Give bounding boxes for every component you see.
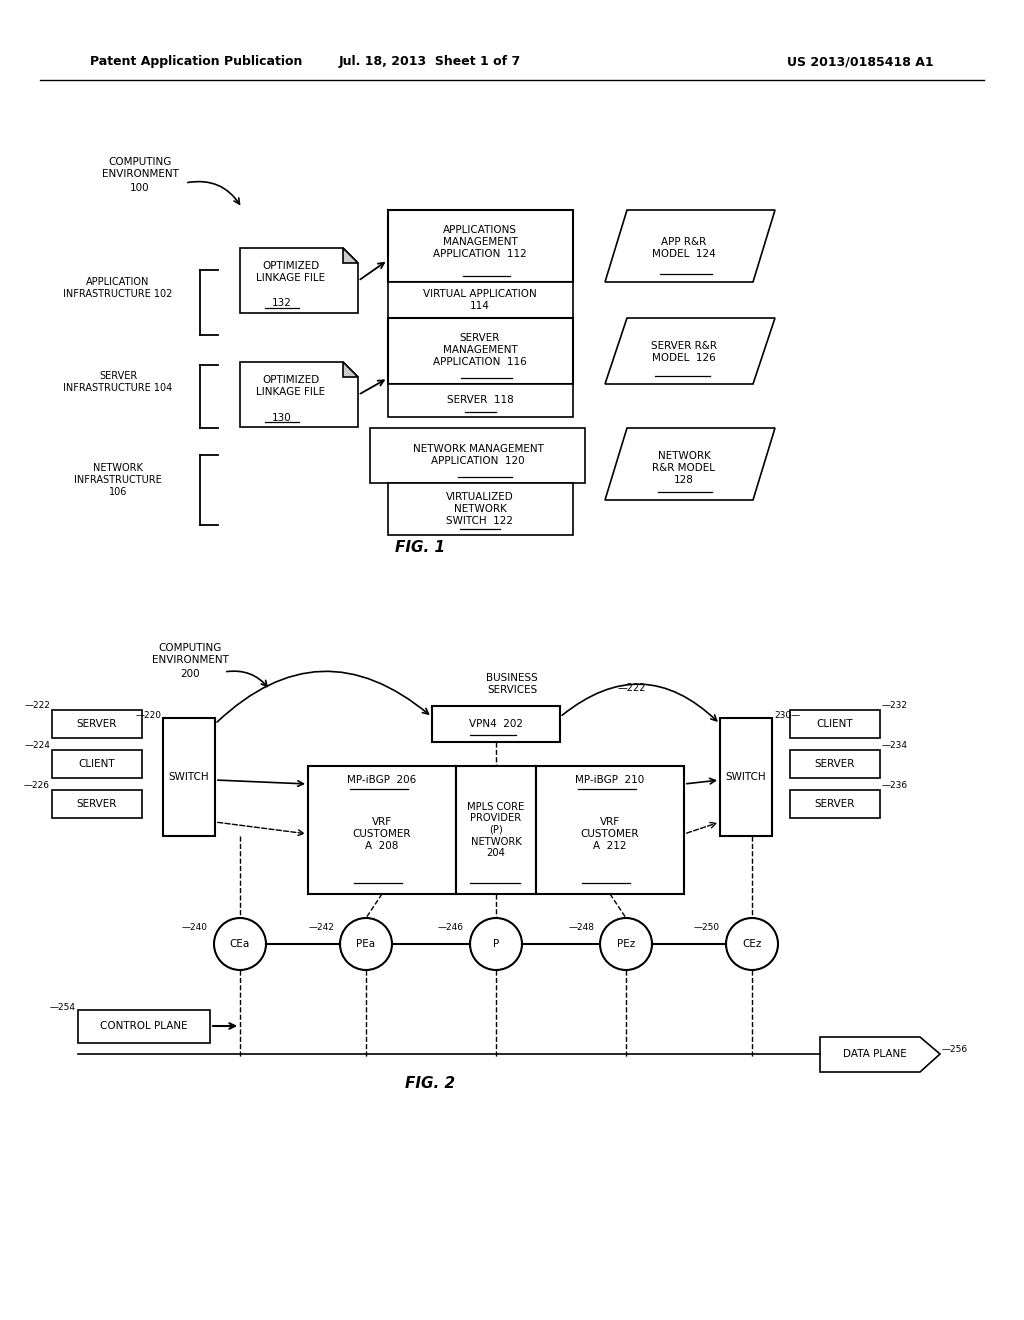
Bar (52, 789, 142, 818)
Polygon shape (820, 1038, 940, 1072)
Text: US 2013/0185418 A1: US 2013/0185418 A1 (786, 55, 933, 69)
Text: NETWORK MANAGEMENT
APPLICATION  120: NETWORK MANAGEMENT APPLICATION 120 (413, 445, 544, 466)
Text: —242: —242 (308, 923, 334, 932)
Text: —250: —250 (694, 923, 720, 932)
Text: 100: 100 (130, 183, 150, 193)
Text: 132: 132 (272, 298, 292, 308)
Bar (720, 718, 772, 836)
Text: —256: —256 (942, 1045, 968, 1055)
Bar (388, 318, 573, 384)
Text: SERVER
INFRASTRUCTURE 104: SERVER INFRASTRUCTURE 104 (63, 371, 173, 393)
Text: VIRTUAL APPLICATION
114: VIRTUAL APPLICATION 114 (423, 289, 537, 310)
Text: COMPUTING
ENVIRONMENT: COMPUTING ENVIRONMENT (152, 643, 228, 665)
Polygon shape (605, 210, 775, 282)
Text: CEz: CEz (742, 939, 762, 949)
Bar (308, 766, 456, 894)
Text: FIG. 1: FIG. 1 (395, 540, 445, 556)
Text: SERVER: SERVER (77, 799, 117, 809)
Text: 200: 200 (180, 669, 200, 678)
Bar (790, 750, 880, 777)
Text: APPLICATION
INFRASTRUCTURE 102: APPLICATION INFRASTRUCTURE 102 (63, 277, 173, 298)
Text: SWITCH: SWITCH (726, 772, 766, 781)
Circle shape (470, 917, 522, 970)
Text: CLIENT: CLIENT (79, 759, 116, 770)
Bar (52, 710, 142, 738)
Bar (432, 706, 560, 742)
Polygon shape (240, 248, 358, 313)
Text: VRF
CUSTOMER
A  208: VRF CUSTOMER A 208 (352, 817, 412, 850)
Bar (163, 718, 215, 836)
Text: DATA PLANE: DATA PLANE (843, 1049, 907, 1059)
Text: —232: —232 (882, 701, 908, 710)
Bar (370, 428, 585, 483)
Text: CONTROL PLANE: CONTROL PLANE (100, 1020, 187, 1031)
Text: SERVER
MANAGEMENT
APPLICATION  116: SERVER MANAGEMENT APPLICATION 116 (433, 334, 527, 367)
Text: Jul. 18, 2013  Sheet 1 of 7: Jul. 18, 2013 Sheet 1 of 7 (339, 55, 521, 69)
Polygon shape (240, 362, 358, 426)
Circle shape (340, 917, 392, 970)
Text: CEa: CEa (229, 939, 250, 949)
Text: —220: —220 (136, 710, 162, 719)
Bar (456, 766, 536, 894)
Circle shape (600, 917, 652, 970)
Text: 230—: 230— (774, 710, 800, 719)
Text: SERVER R&R
MODEL  126: SERVER R&R MODEL 126 (651, 341, 717, 363)
Text: SERVER: SERVER (815, 759, 855, 770)
Text: OPTIMIZED
LINKAGE FILE: OPTIMIZED LINKAGE FILE (256, 261, 326, 282)
Text: SERVER: SERVER (77, 719, 117, 729)
Bar (790, 789, 880, 818)
Polygon shape (343, 362, 358, 378)
Text: —246: —246 (438, 923, 464, 932)
Text: NETWORK
R&R MODEL
128: NETWORK R&R MODEL 128 (652, 451, 716, 484)
Text: COMPUTING
ENVIRONMENT: COMPUTING ENVIRONMENT (101, 157, 178, 178)
Text: Patent Application Publication: Patent Application Publication (90, 55, 302, 69)
Text: APPLICATIONS
MANAGEMENT
APPLICATION  112: APPLICATIONS MANAGEMENT APPLICATION 112 (433, 226, 527, 259)
Text: —236: —236 (882, 781, 908, 791)
Text: VPN4  202: VPN4 202 (469, 719, 523, 729)
Bar (388, 210, 573, 282)
Text: PEa: PEa (356, 939, 376, 949)
Polygon shape (605, 318, 775, 384)
Circle shape (726, 917, 778, 970)
Bar (388, 384, 573, 417)
Text: NETWORK
INFRASTRUCTURE
106: NETWORK INFRASTRUCTURE 106 (74, 463, 162, 496)
Text: —234: —234 (882, 742, 908, 751)
Text: FIG. 2: FIG. 2 (404, 1077, 455, 1092)
Text: VRF
CUSTOMER
A  212: VRF CUSTOMER A 212 (581, 817, 639, 850)
Text: —222: —222 (25, 701, 50, 710)
Text: 130: 130 (272, 413, 292, 422)
Text: SERVER  118: SERVER 118 (446, 395, 513, 405)
Bar (790, 710, 880, 738)
Text: BUSINESS
SERVICES: BUSINESS SERVICES (486, 673, 538, 694)
Text: —254: —254 (50, 1002, 76, 1011)
Text: —222: —222 (618, 682, 646, 693)
Text: SERVER: SERVER (815, 799, 855, 809)
Text: MP-iBGP  206: MP-iBGP 206 (347, 775, 417, 785)
Text: CLIENT: CLIENT (817, 719, 853, 729)
Text: —248: —248 (569, 923, 595, 932)
Text: MP-iBGP  210: MP-iBGP 210 (575, 775, 645, 785)
Text: P: P (493, 939, 499, 949)
Text: PEz: PEz (616, 939, 635, 949)
Text: SWITCH: SWITCH (169, 772, 209, 781)
Text: MPLS CORE
PROVIDER
(P)
NETWORK
204: MPLS CORE PROVIDER (P) NETWORK 204 (467, 801, 524, 858)
Text: VIRTUALIZED
NETWORK
SWITCH  122: VIRTUALIZED NETWORK SWITCH 122 (446, 492, 514, 525)
Bar (388, 282, 573, 318)
Polygon shape (343, 248, 358, 263)
Text: OPTIMIZED
LINKAGE FILE: OPTIMIZED LINKAGE FILE (256, 375, 326, 397)
Bar (536, 766, 684, 894)
Circle shape (214, 917, 266, 970)
Bar (52, 750, 142, 777)
Polygon shape (605, 428, 775, 500)
Text: —224: —224 (25, 742, 50, 751)
Bar (78, 1010, 210, 1043)
Bar (388, 483, 573, 535)
Text: APP R&R
MODEL  124: APP R&R MODEL 124 (652, 238, 716, 259)
Text: —226: —226 (24, 781, 50, 791)
Text: —240: —240 (182, 923, 208, 932)
